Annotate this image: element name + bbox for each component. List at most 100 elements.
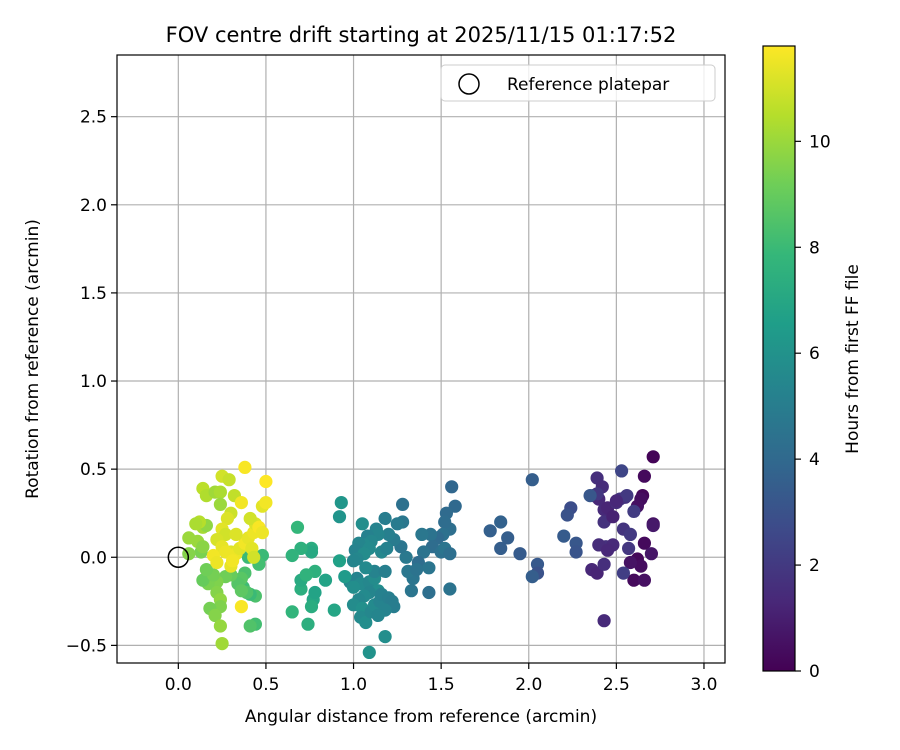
data-point xyxy=(494,515,508,529)
data-point xyxy=(285,605,299,619)
data-point xyxy=(255,526,269,540)
data-point xyxy=(616,566,631,580)
data-point xyxy=(583,489,597,503)
x-tick-label: 0.5 xyxy=(252,675,279,695)
x-tick-label: 0.0 xyxy=(165,675,192,695)
data-point xyxy=(637,573,652,587)
data-point xyxy=(445,480,459,494)
data-point xyxy=(501,531,515,545)
data-point xyxy=(213,497,227,511)
data-point xyxy=(634,559,648,573)
data-point xyxy=(238,460,252,474)
data-point xyxy=(338,570,352,584)
data-point xyxy=(229,527,243,542)
data-point xyxy=(620,489,634,503)
colorbar-fill xyxy=(762,45,796,672)
x-axis-ticks: 0.0 0.5 1.0 1.5 2.0 2.5 3.0 xyxy=(165,663,717,695)
data-point xyxy=(304,545,319,559)
data-point xyxy=(417,545,431,559)
data-point xyxy=(222,473,236,487)
data-point xyxy=(182,531,196,545)
data-point xyxy=(637,536,652,550)
data-point xyxy=(438,515,452,529)
data-point xyxy=(346,554,361,568)
colorbar-tick-label: 6 xyxy=(809,344,820,364)
data-point xyxy=(301,617,315,631)
colorbar-tick-label: 2 xyxy=(809,556,820,576)
data-point xyxy=(215,637,229,651)
x-tick-label: 2.5 xyxy=(603,675,630,695)
data-point xyxy=(390,517,404,531)
data-point xyxy=(332,554,347,568)
y-tick-label: 2.5 xyxy=(80,108,107,128)
data-point xyxy=(622,541,636,556)
data-point xyxy=(355,517,369,531)
legend: Reference platepar xyxy=(440,64,716,102)
data-point xyxy=(606,510,620,524)
data-point xyxy=(199,563,213,577)
y-tick-label: 1.5 xyxy=(80,284,107,304)
data-point xyxy=(243,619,257,633)
data-point xyxy=(332,510,347,524)
data-point xyxy=(410,563,424,577)
data-point xyxy=(443,547,457,561)
data-point xyxy=(590,566,604,580)
x-tick-label: 1.0 xyxy=(340,675,367,695)
data-point xyxy=(483,524,497,538)
data-point xyxy=(359,561,373,575)
colorbar-tick-label: 4 xyxy=(809,450,820,470)
legend-box xyxy=(440,64,716,102)
data-point xyxy=(396,497,410,511)
data-point xyxy=(220,511,234,526)
data-point xyxy=(208,608,222,623)
data-point xyxy=(415,527,429,542)
data-point xyxy=(525,570,539,584)
data-points xyxy=(182,450,660,660)
colorbar-tick-label: 0 xyxy=(809,662,820,682)
colorbar-label: Hours from first FF file xyxy=(843,264,863,454)
data-point xyxy=(378,511,392,526)
data-point xyxy=(597,614,611,628)
x-tick-label: 3.0 xyxy=(690,675,717,695)
data-point xyxy=(627,573,641,587)
data-point xyxy=(189,517,203,531)
data-point xyxy=(234,584,248,598)
data-point xyxy=(646,518,660,533)
data-point xyxy=(259,474,273,489)
reference-platepar-marker xyxy=(167,546,190,569)
data-point xyxy=(637,469,652,483)
legend-label-reference: Reference platepar xyxy=(507,75,669,95)
data-point xyxy=(646,450,660,464)
data-point xyxy=(196,573,210,587)
data-point xyxy=(378,564,392,579)
data-point xyxy=(557,529,571,543)
data-point xyxy=(219,545,233,559)
data-point xyxy=(382,527,396,542)
y-tick-label: 1.0 xyxy=(80,372,107,392)
data-point xyxy=(318,573,333,587)
data-point xyxy=(290,520,305,534)
data-point xyxy=(294,541,308,556)
data-point xyxy=(378,630,392,644)
data-point xyxy=(259,496,273,510)
data-point xyxy=(422,561,436,575)
y-tick-label: 0.5 xyxy=(80,460,107,480)
plot-frame xyxy=(116,54,726,664)
data-point xyxy=(196,540,210,554)
data-point xyxy=(560,508,574,522)
colorbar-tick-label: 10 xyxy=(809,132,831,152)
data-point xyxy=(494,541,508,556)
data-point xyxy=(334,496,348,510)
data-point xyxy=(644,547,659,561)
data-point xyxy=(213,619,227,633)
y-tick-label: 0.0 xyxy=(80,548,107,568)
data-point xyxy=(362,645,376,660)
data-point xyxy=(213,485,227,499)
data-point xyxy=(623,527,638,542)
data-point xyxy=(371,608,385,623)
data-point xyxy=(299,568,313,582)
data-point xyxy=(443,582,457,596)
data-point xyxy=(210,555,224,570)
colorbar: 0 2 4 6 8 10 Hours from first FF file xyxy=(762,45,863,682)
